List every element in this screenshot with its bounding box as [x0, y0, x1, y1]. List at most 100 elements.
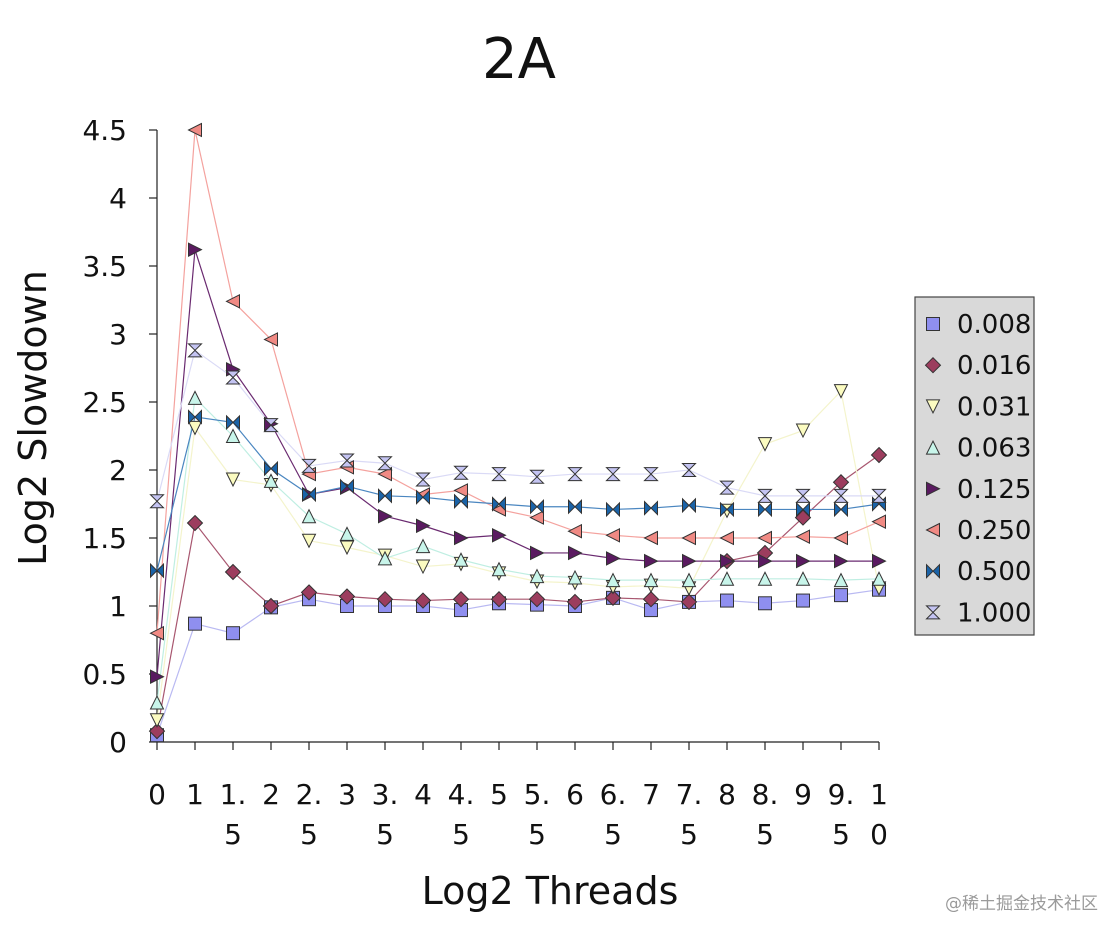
series-1-000-point	[491, 467, 507, 482]
series-1-000-point	[225, 370, 241, 385]
series-0-500-point	[340, 478, 354, 495]
series-0-250-point	[833, 530, 848, 546]
series-0-008-point	[834, 588, 848, 603]
series-0-016-point	[566, 593, 584, 611]
series-0-063-point	[567, 569, 583, 585]
legend-label: 0.063	[957, 434, 1031, 464]
series-1-000-point	[263, 418, 279, 433]
series-1-000-point	[795, 488, 811, 503]
series-0-031-line	[156, 389, 880, 721]
x-tick-label: 2	[262, 778, 280, 811]
x-tick-label: 5	[300, 818, 318, 851]
series-1-000-point	[719, 480, 735, 495]
series-0-125-point	[872, 553, 887, 569]
legend-label: 0.016	[957, 351, 1031, 381]
series-0-125-point	[758, 553, 773, 569]
x-tick-label: 3	[338, 778, 356, 811]
series-0-063-point	[643, 572, 659, 588]
y-tick-label: 2.5	[82, 386, 127, 419]
series-0-500-point	[682, 497, 696, 514]
series-0-125-point	[606, 551, 621, 566]
x-tick-label: 5	[604, 818, 622, 851]
series-0-063-point	[681, 572, 697, 588]
series-0-500-point	[834, 501, 848, 518]
series-0-008-point	[796, 593, 810, 608]
series-0-016-point	[186, 514, 204, 532]
series-0-250-point	[795, 529, 810, 544]
x-tick-label: 0	[870, 818, 888, 851]
series-0-250-point	[757, 530, 772, 546]
series-1-000-point	[187, 343, 203, 358]
series-1-000-point	[757, 488, 773, 503]
series-0-063-point	[757, 571, 773, 586]
series-0-063-line	[156, 396, 880, 703]
series-0-250-point	[643, 530, 658, 546]
x-tick-label: 4.	[448, 778, 475, 811]
series-0-250-point	[149, 625, 164, 641]
legend-marker	[924, 356, 942, 374]
axes: 00.511.522.533.544.50 1 1.52 2.53 3.54 4.55 5.…	[82, 114, 887, 851]
series-0-500-point	[606, 501, 620, 518]
x-tick-label: 5	[680, 818, 698, 851]
y-tick-label: 0.5	[82, 658, 127, 691]
series-0-125-point	[454, 530, 469, 546]
series-1-000-point	[643, 467, 659, 482]
series-1-000-point	[377, 456, 393, 471]
series-0-250-point	[567, 523, 582, 539]
series-0-125-point	[834, 553, 849, 569]
y-tick-label: 3.5	[82, 250, 127, 283]
series-0-125-point	[720, 553, 735, 569]
x-tick-label: 5	[490, 778, 508, 811]
legend-label: 0.125	[957, 475, 1031, 505]
series-1-000-point	[453, 465, 469, 480]
x-tick-label: 9.	[828, 778, 855, 811]
series-0-016-point	[262, 597, 280, 615]
legend-label: 0.008	[957, 310, 1031, 340]
series-0-250-point	[529, 510, 544, 525]
y-tick-label: 1	[109, 590, 127, 623]
chart-title: 2A	[482, 27, 556, 92]
series-1-000-point	[833, 488, 849, 503]
x-tick-label: 9	[794, 778, 812, 811]
series-0-500-point	[644, 500, 658, 516]
series-0-016-line	[156, 454, 880, 732]
watermark: @稀土掘金技术社区	[945, 894, 1098, 914]
y-tick-label: 4	[109, 182, 127, 215]
series-0-125-point	[416, 518, 431, 534]
series-1-000-point	[567, 467, 583, 482]
series-0-016-point	[452, 590, 470, 608]
series-0-016-point	[414, 592, 432, 609]
series-0-016-point	[300, 584, 318, 601]
series-0-031-point	[833, 384, 849, 399]
series-0-016-point	[376, 590, 394, 608]
series-0-008-point	[226, 626, 240, 641]
series-0-125-point	[530, 545, 545, 561]
series-0-031-point	[757, 437, 773, 452]
series-0-031-point	[187, 420, 203, 436]
series-1-000-point	[301, 458, 317, 473]
series-1-000-point	[681, 463, 697, 477]
x-tick-label: 8.	[752, 778, 779, 811]
series-0-250-line	[156, 129, 880, 634]
series-0-250-point	[225, 294, 240, 309]
x-axis-label: Log2 Threads	[422, 869, 679, 913]
series-0-031-point	[339, 540, 355, 556]
series-0-063-point	[871, 571, 887, 586]
series-0-250-point	[187, 122, 202, 138]
series-0-063-point	[301, 508, 317, 524]
series-markers	[148, 122, 888, 743]
series-0-016-point	[528, 590, 546, 608]
legend-marker	[926, 317, 940, 331]
series-0-016-point	[338, 588, 356, 605]
series-0-500-point	[226, 414, 240, 431]
y-tick-label: 2	[109, 454, 127, 487]
y-tick-label: 3	[109, 318, 127, 351]
legend-marker	[925, 439, 941, 455]
series-0-063-point	[339, 526, 355, 541]
series-0-063-point	[795, 571, 811, 586]
x-tick-label: 5	[224, 818, 242, 851]
series-0-016-point	[642, 590, 660, 608]
series-0-125-point	[568, 545, 583, 561]
series-0-250-point	[453, 483, 468, 498]
